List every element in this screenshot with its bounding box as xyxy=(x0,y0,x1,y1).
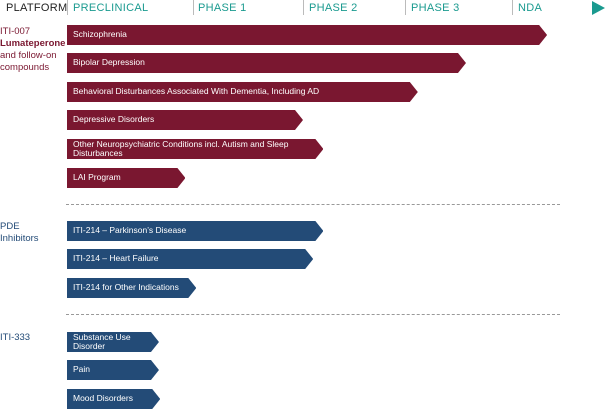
program-name: Pain xyxy=(73,364,91,375)
phase-divider xyxy=(67,0,68,15)
label-line: PDE xyxy=(0,221,20,232)
program-name: Mood Disorders xyxy=(73,393,133,404)
phase-2: PHASE 2 xyxy=(309,2,358,14)
program-bar: ITI-214 – Heart Failure xyxy=(67,249,313,269)
program-bar: Depressive Disorders xyxy=(67,110,303,130)
program-name: Substance Use Disorder xyxy=(73,331,131,351)
phase-divider xyxy=(405,0,406,15)
program-name: ITI-214 – Heart Failure xyxy=(73,253,159,264)
program-name: Bipolar Depression xyxy=(73,57,145,68)
phase-divider xyxy=(193,0,194,15)
program-name: ITI-214 for Other Indications xyxy=(73,282,179,293)
phase-1: PHASE 1 xyxy=(198,2,247,14)
program-name: LAI Program xyxy=(73,172,121,183)
platform-label-iti-007: ITI-007 Lumateperone and follow-on compo… xyxy=(0,26,65,74)
program-bar: ITI-214 for Other Indications xyxy=(67,278,196,298)
program-bar: LAI Program xyxy=(67,168,185,188)
section-divider xyxy=(66,314,560,315)
timeline-arrow-icon xyxy=(592,1,605,15)
program-bar: Pain xyxy=(67,360,159,380)
program-name: Schizophrenia xyxy=(73,29,127,40)
label-line: ITI-007 xyxy=(0,26,31,37)
phase-nda: NDA xyxy=(518,2,543,14)
label-line: compounds xyxy=(0,62,50,73)
program-name: Behavioral Disturbances Associated With … xyxy=(73,86,320,97)
label-line: Inhibitors xyxy=(0,233,39,244)
label-line: and follow-on xyxy=(0,50,57,61)
program-bar: ITI-214 – Parkinson’s Disease xyxy=(67,221,323,241)
phase-preclinical: PRECLINICAL xyxy=(73,2,149,14)
phase-divider xyxy=(512,0,513,15)
program-bar: Substance Use Disorder xyxy=(67,332,159,352)
phase-divider xyxy=(303,0,304,15)
program-name: ITI-214 – Parkinson’s Disease xyxy=(73,225,187,236)
label-line: Lumateperone xyxy=(0,38,66,49)
platform-header: PLATFORM xyxy=(6,2,68,14)
program-bar: Bipolar Depression xyxy=(67,53,466,73)
program-bar: Schizophrenia xyxy=(67,25,547,45)
program-bar: Other Neuropsychiatric Conditions incl. … xyxy=(67,139,323,159)
program-bar: Behavioral Disturbances Associated With … xyxy=(67,82,418,102)
section-divider xyxy=(66,204,560,205)
label-line: ITI-333 xyxy=(0,332,31,343)
program-name: Other Neuropsychiatric Conditions incl. … xyxy=(73,138,289,158)
platform-label-pde: PDE Inhibitors xyxy=(0,221,39,245)
program-bar: Mood Disorders xyxy=(67,389,160,409)
phase-3: PHASE 3 xyxy=(411,2,460,14)
platform-label-iti-333: ITI-333 xyxy=(0,332,30,344)
program-name: Depressive Disorders xyxy=(73,114,155,125)
